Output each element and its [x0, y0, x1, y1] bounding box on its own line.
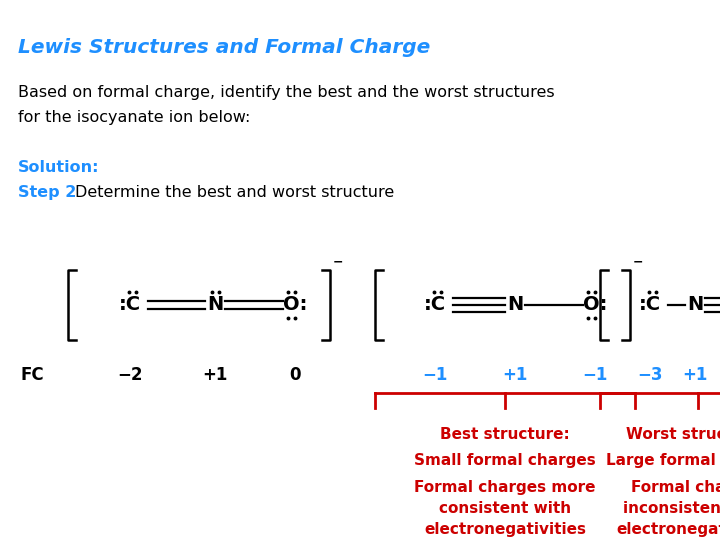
Text: FC: FC — [20, 366, 44, 384]
Text: :C: :C — [424, 295, 446, 314]
Text: O:: O: — [283, 295, 307, 314]
Text: N: N — [207, 295, 223, 314]
Text: −: − — [333, 255, 343, 268]
Text: −1: −1 — [423, 366, 448, 384]
Text: O:: O: — [582, 295, 607, 314]
Text: :C: :C — [639, 295, 661, 314]
Text: Small formal charges: Small formal charges — [414, 453, 596, 468]
Text: Best structure:: Best structure: — [440, 427, 570, 442]
Text: :C: :C — [119, 295, 141, 314]
Text: Formal charges
inconsistent with
electronegativities: Formal charges inconsistent with electro… — [616, 480, 720, 537]
Text: −1: −1 — [582, 366, 608, 384]
Text: −3: −3 — [637, 366, 662, 384]
Text: +1: +1 — [202, 366, 228, 384]
Text: Determine the best and worst structure: Determine the best and worst structure — [75, 185, 395, 200]
Text: Based on formal charge, identify the best and the worst structures: Based on formal charge, identify the bes… — [18, 85, 554, 100]
Text: +1: +1 — [683, 366, 708, 384]
Text: Step 2: Step 2 — [18, 185, 76, 200]
Text: −: − — [633, 255, 644, 268]
Text: Formal charges more
consistent with
electronegativities: Formal charges more consistent with elec… — [414, 480, 595, 537]
Text: Lewis Structures and Formal Charge: Lewis Structures and Formal Charge — [18, 38, 431, 57]
Text: 0: 0 — [289, 366, 301, 384]
Text: Large formal charges: Large formal charges — [606, 453, 720, 468]
Text: +1: +1 — [503, 366, 528, 384]
Text: −2: −2 — [117, 366, 143, 384]
Text: N: N — [687, 295, 703, 314]
Text: Worst structure:: Worst structure: — [626, 427, 720, 442]
Text: for the isocyanate ion below:: for the isocyanate ion below: — [18, 110, 251, 125]
Text: N: N — [507, 295, 523, 314]
Text: Solution:: Solution: — [18, 160, 99, 175]
